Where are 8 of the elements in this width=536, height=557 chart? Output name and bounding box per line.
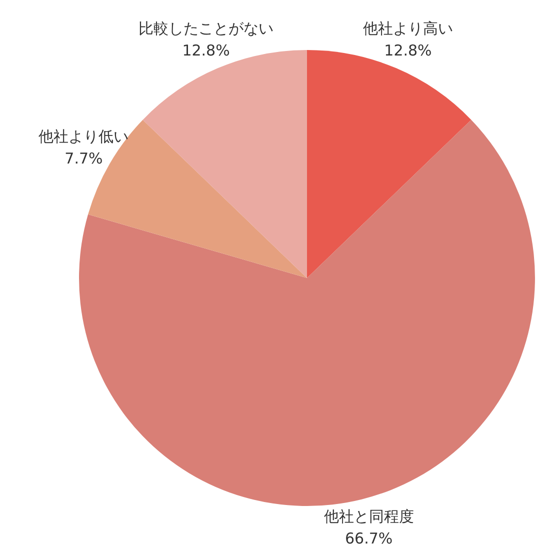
slice-label: 他社より低い [38,128,129,146]
slice-label: 他社と同程度 [324,507,414,526]
data-label: 66.7% [344,529,393,548]
data-label: 12.8% [384,41,432,60]
slice-label: 他社より高い [362,19,453,38]
slice-label: 比較したことがない [138,19,274,38]
data-label: 7.7% [64,150,103,168]
data-label: 12.8% [182,41,230,60]
